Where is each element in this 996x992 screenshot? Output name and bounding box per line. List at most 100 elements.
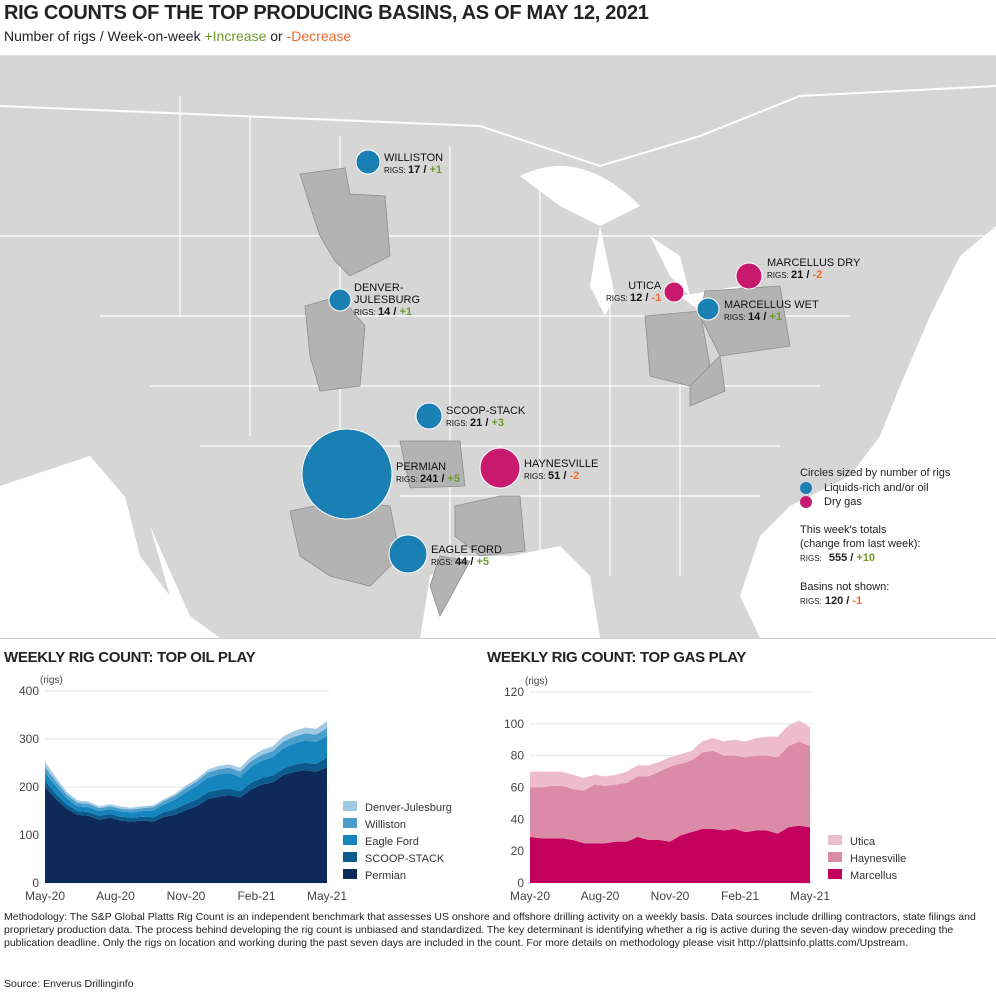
legend-label: Williston (365, 819, 406, 831)
legend-label: Haynesville (850, 853, 906, 865)
oil-dot-icon (800, 482, 812, 495)
legend-label: Utica (850, 836, 876, 848)
basin-circle-8 (696, 297, 720, 321)
area-permian (45, 767, 327, 883)
y-tick-label: 100 (504, 717, 524, 731)
y-tick-label: 20 (511, 844, 525, 858)
totals-label: This week's totals (800, 524, 887, 536)
totals-change: +10 (856, 552, 876, 564)
legend-title: Circles sized by number of rigs (800, 467, 951, 479)
basin-circle-6 (663, 281, 685, 303)
area-scoop-stack (45, 757, 327, 822)
basin-circle-5 (388, 534, 428, 574)
basin-label: MARCELLUS DRY RIGS: 21 / -2 (767, 257, 861, 281)
not-shown-change: -1 (852, 595, 863, 607)
basin-label: SCOOP-STACK RIGS: 21 / +3 (446, 405, 526, 429)
basin-name: MARCELLUS WET (724, 299, 819, 311)
legend-swatch (828, 869, 842, 879)
area-marcellus (530, 825, 810, 883)
x-tick-label: Aug-20 (96, 889, 135, 903)
x-tick-label: May-21 (790, 889, 830, 903)
basin-label: MARCELLUS WET RIGS: 14 / +1 (724, 299, 819, 323)
basin-circle-3 (301, 428, 393, 520)
basin-name: SCOOP-STACK (446, 405, 526, 417)
x-tick-label: May-20 (510, 889, 550, 903)
legend-swatch (343, 869, 357, 879)
area-denver-julesburg (45, 721, 327, 810)
area-utica (530, 720, 810, 791)
basin-name: HAYNESVILLE (524, 458, 599, 470)
not-shown-rigs: 120 (824, 595, 844, 607)
basin-circle-0 (355, 149, 381, 175)
x-tick-label: May-20 (25, 889, 65, 903)
or-text: or (266, 28, 287, 44)
basin-name: EAGLE FORD (431, 544, 502, 556)
y-tick-label: 0 (32, 876, 39, 890)
basin-map: WILLISTON RIGS: 17 / +1 DENVER- JULESBURG R… (0, 55, 996, 639)
legend-swatch (343, 818, 357, 828)
basin-name: DENVER- JULESBURG (354, 282, 421, 306)
basin-label: HAYNESVILLE RIGS: 51 / -2 (524, 458, 599, 482)
legend-swatch (828, 852, 842, 862)
y-tick-label: 100 (19, 828, 39, 842)
area-williston (45, 727, 327, 813)
not-shown-label: Basins not shown: (800, 581, 890, 593)
subtitle-text: Number of rigs / Week-on-week (4, 28, 205, 44)
y-tick-label: 40 (511, 812, 525, 826)
y-tick-label: 120 (504, 685, 524, 699)
x-tick-label: Aug-20 (581, 889, 620, 903)
y-tick-label: 60 (511, 781, 525, 795)
x-tick-label: Feb-21 (721, 889, 759, 903)
y-axis-label: (rigs) (525, 676, 548, 687)
legend-label: Marcellus (850, 870, 898, 882)
basin-name: PERMIAN (396, 461, 447, 473)
basin-label: DENVER- JULESBURG RIGS: 14 / +1 (354, 282, 421, 318)
area-haynesville (530, 741, 810, 844)
decrease-key: -Decrease (286, 28, 352, 44)
legend-label: SCOOP-STACK (365, 853, 445, 865)
gas-chart-title: WEEKLY RIG COUNT: TOP GAS PLAY (487, 649, 747, 666)
basin-name: WILLISTON (384, 152, 444, 164)
oil-chart-title: WEEKLY RIG COUNT: TOP OIL PLAY (4, 649, 256, 666)
basin-label: EAGLE FORD RIGS: 44 / +5 (431, 544, 502, 568)
y-tick-label: 400 (19, 684, 39, 698)
y-axis-label: (rigs) (40, 675, 63, 686)
basin-circle-7 (735, 262, 763, 290)
rigs-label: RIGS: (800, 597, 822, 606)
charts-area: 0100200300400(rigs)PermianSCOOP-STACKEag… (19, 675, 906, 903)
basin-circle-1 (328, 288, 352, 312)
x-tick-label: Nov-20 (167, 889, 206, 903)
source-note: Source: Enverus Drillinginfo (4, 978, 134, 990)
basin-label: UTICA RIGS: 12 / -1 (606, 280, 662, 304)
y-tick-label: 0 (517, 876, 524, 890)
y-tick-label: 80 (511, 749, 525, 763)
basin-label: PERMIAN RIGS: 241 / +5 (396, 461, 461, 485)
basin-name: UTICA (628, 280, 662, 292)
legend-label: Denver-Julesburg (365, 802, 452, 814)
y-tick-label: 300 (19, 732, 39, 746)
legend-swatch (828, 835, 842, 845)
legend-gas: Dry gas (824, 496, 862, 508)
methodology-note: Methodology: The S&P Global Platts Rig C… (4, 911, 976, 949)
totals-label-2: (change from last week): (800, 538, 921, 550)
totals-rigs: 555 (828, 552, 848, 564)
map-background (0, 56, 996, 638)
legend-swatch (343, 801, 357, 811)
subtitle: Number of rigs / Week-on-week +Increase … (4, 28, 351, 44)
area-eagle-ford (45, 736, 327, 818)
rigs-label: RIGS: (800, 554, 822, 563)
page-title: RIG COUNTS OF THE TOP PRODUCING BASINS, … (4, 2, 649, 24)
x-tick-label: Nov-20 (651, 889, 690, 903)
legend-oil: Liquids-rich and/or oil (824, 482, 929, 494)
legend-swatch (343, 852, 357, 862)
map-legend: Circles sized by number of rigs Liquids-… (800, 467, 951, 607)
basin-label: WILLISTON RIGS: 17 / +1 (384, 152, 444, 176)
legend-label: Permian (365, 870, 406, 882)
x-tick-label: Feb-21 (237, 889, 275, 903)
gas-dot-icon (800, 496, 812, 509)
legend-swatch (343, 835, 357, 845)
basin-name: MARCELLUS DRY (767, 257, 861, 269)
increase-key: +Increase (204, 28, 267, 44)
legend-label: Eagle Ford (365, 836, 419, 848)
x-tick-label: May-21 (307, 889, 347, 903)
